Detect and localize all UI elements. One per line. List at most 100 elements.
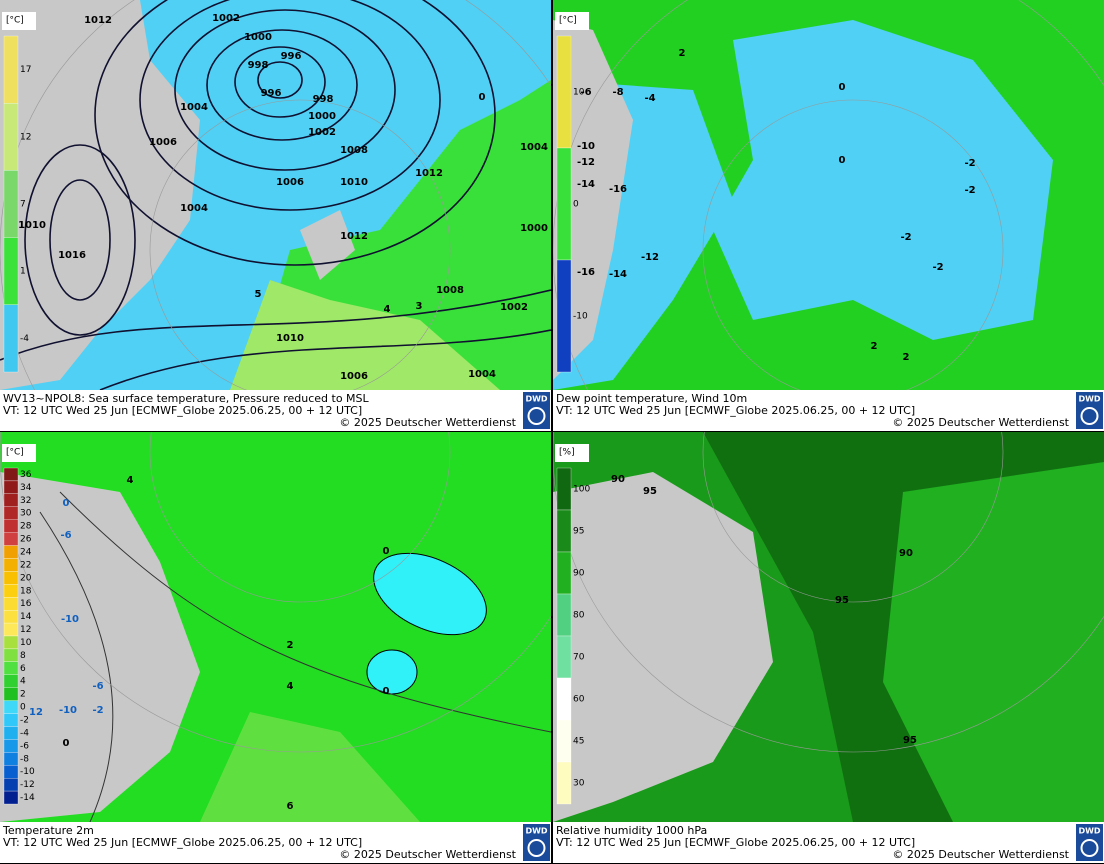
- legend-label: 18: [20, 586, 32, 596]
- contour-label: 1004: [180, 102, 208, 113]
- legend-swatch: [556, 635, 572, 679]
- contour-label: 998: [313, 94, 334, 105]
- map-sst-pressure: [0, 0, 551, 390]
- logo: [523, 392, 550, 429]
- legend-swatch: [3, 571, 19, 585]
- legend-swatch: [3, 35, 19, 104]
- contour-label: 2: [679, 48, 686, 59]
- contour-label: 0: [63, 498, 70, 509]
- legend-label: -10: [573, 312, 588, 322]
- legend-label: -14: [20, 793, 35, 803]
- contour-label: -8: [612, 87, 623, 98]
- contour-label: 1000: [308, 111, 336, 122]
- contour-label: 0: [839, 82, 846, 93]
- legend-swatch: [3, 687, 19, 701]
- legend-swatch: [3, 493, 19, 507]
- caption-title: WV13~NPOL8: Sea surface temperature, Pre…: [3, 392, 370, 405]
- legend-label: -12: [20, 780, 35, 790]
- legend-swatch: [3, 545, 19, 559]
- contour-label: 0: [383, 686, 390, 697]
- legend-label: 70: [573, 653, 585, 663]
- legend-swatch: [3, 597, 19, 611]
- contour-label: 1010: [340, 177, 368, 188]
- logo-text: DWD: [1078, 395, 1100, 404]
- legend-unit: [°C]: [6, 448, 24, 458]
- contour-label: -12: [577, 157, 595, 168]
- contour-label: 1006: [276, 177, 304, 188]
- legend-label: 26: [20, 535, 32, 545]
- legend-swatch: [556, 551, 572, 595]
- caption-time: VT: 12 UTC Wed 25 Jun [ECMWF_Globe 2025.…: [556, 836, 915, 849]
- contour-label: 1006: [340, 371, 368, 382]
- legend-swatch: [3, 610, 19, 624]
- map-temperature: [0, 432, 551, 822]
- caption-time: VT: 12 UTC Wed 25 Jun [ECMWF_Globe 2025.…: [3, 404, 362, 417]
- map-dewpoint-wind: [553, 0, 1104, 390]
- legend-swatch: [556, 259, 572, 373]
- legend-label: 8: [20, 651, 26, 661]
- contour-label: 0: [63, 738, 70, 749]
- legend-label: 28: [20, 522, 32, 532]
- contour-label: -4: [644, 93, 655, 104]
- legend-label: 34: [20, 483, 32, 493]
- contour-label: 1000: [244, 32, 272, 43]
- contour-label: -2: [92, 705, 103, 716]
- legend-swatch: [3, 622, 19, 637]
- legend-label: -4: [20, 728, 29, 738]
- legend-label: 36: [20, 470, 32, 480]
- legend-swatch: [556, 677, 572, 721]
- caption-box: [0, 390, 551, 431]
- legend-swatch: [556, 719, 572, 763]
- logo-swirl: [527, 839, 546, 857]
- caption-box: [553, 822, 1104, 863]
- contour-label: -16: [609, 184, 627, 195]
- legend-label: 4: [20, 677, 26, 687]
- legend-label: 30: [573, 779, 585, 789]
- legend-label: 16: [20, 599, 32, 609]
- contour-label: 1006: [149, 137, 177, 148]
- caption-copyright: © 2025 Deutscher Wetterdienst: [892, 416, 1069, 429]
- legend-label: 14: [20, 612, 32, 622]
- contour-label: 996: [261, 88, 282, 99]
- legend-label: -2: [20, 716, 29, 726]
- legend-swatch: [3, 467, 19, 482]
- legend-swatch: [3, 778, 19, 792]
- legend-swatch: [3, 790, 19, 805]
- legend-unit: [%]: [559, 448, 575, 458]
- legend-swatch: [3, 558, 19, 572]
- contour-label: 6: [287, 801, 294, 812]
- legend-label: 10: [573, 88, 585, 98]
- contour-label: 1002: [308, 127, 336, 138]
- contour-label: -14: [609, 269, 627, 280]
- contour-label: 1002: [500, 302, 528, 313]
- contour-label: -2: [900, 232, 911, 243]
- caption-title: Relative humidity 1000 hPa: [556, 824, 707, 837]
- contour-label: 95: [643, 486, 657, 497]
- legend-box: [2, 444, 36, 462]
- legend-swatch: [3, 752, 19, 766]
- legend-label: 0: [573, 200, 579, 210]
- legend-label: 45: [573, 737, 584, 747]
- caption-title: Temperature 2m: [2, 824, 94, 837]
- contour-label: 1010: [18, 220, 46, 231]
- legend-label: 22: [20, 560, 31, 570]
- contour-label: -2: [964, 158, 975, 169]
- logo: [523, 824, 550, 861]
- contour-label: -12: [641, 252, 659, 263]
- legend-swatch: [3, 648, 19, 662]
- contour-label: -2: [932, 262, 943, 273]
- contour-label: 1004: [520, 142, 548, 153]
- legend-swatch: [556, 147, 572, 261]
- legend-label: 60: [573, 695, 585, 705]
- legend-label: 12: [20, 625, 31, 635]
- contour-label: 4: [384, 304, 391, 315]
- contour-label: 4: [127, 475, 134, 486]
- legend-swatch: [3, 661, 19, 675]
- legend-label: 32: [20, 496, 31, 506]
- legend-label: 30: [20, 509, 32, 519]
- contour-label: 1012: [415, 168, 443, 179]
- contour-label: 996: [281, 51, 302, 62]
- legend-swatch: [3, 506, 19, 520]
- contour-label: 1004: [180, 203, 208, 214]
